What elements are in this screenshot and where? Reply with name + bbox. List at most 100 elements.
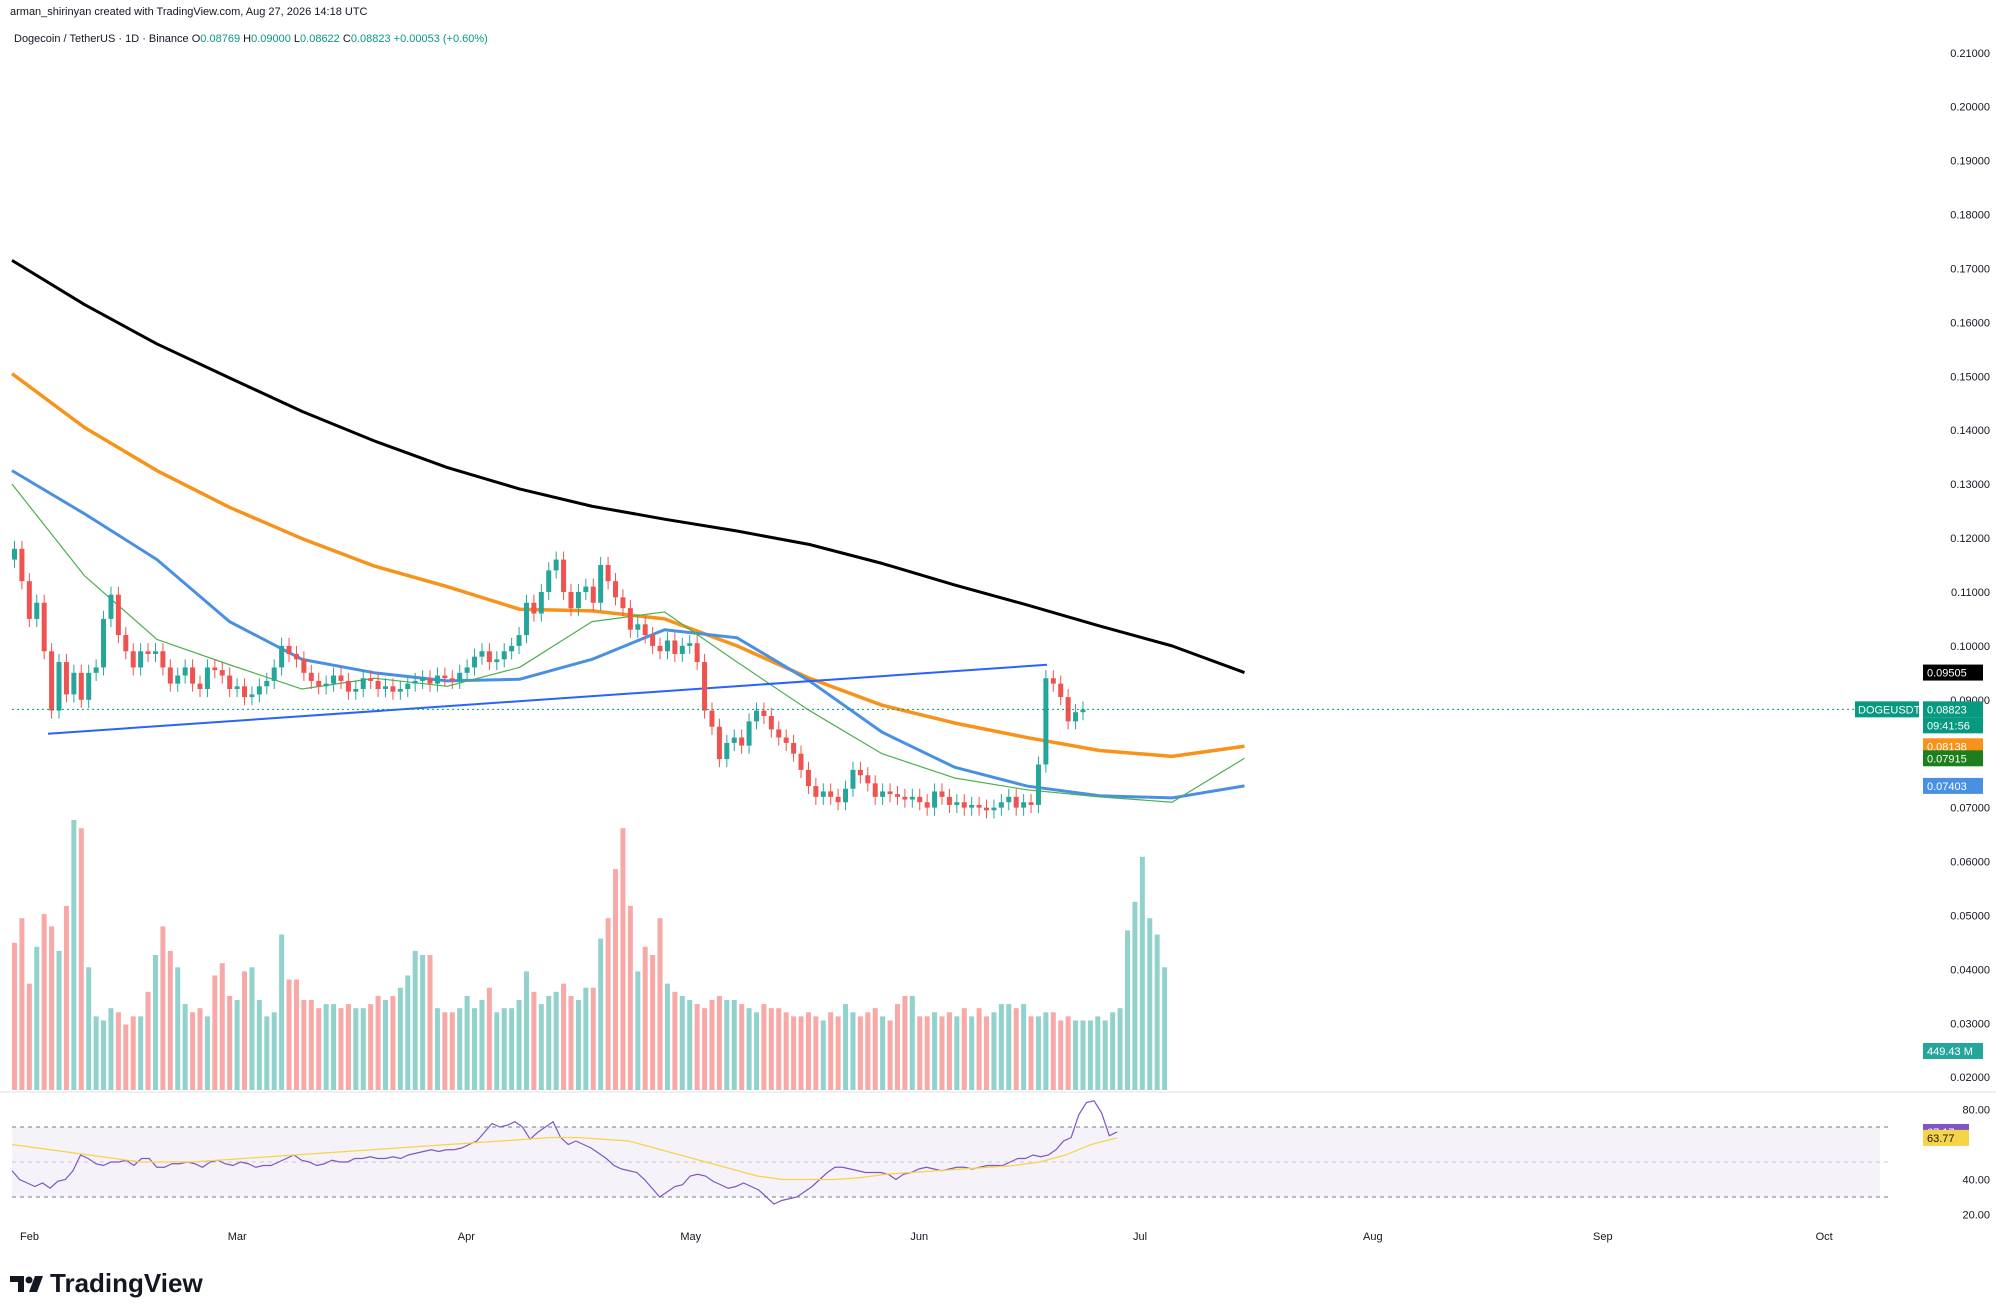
candle xyxy=(924,802,930,808)
candle xyxy=(301,659,307,673)
price-label xyxy=(1923,738,1983,755)
volume-bar xyxy=(375,995,381,1090)
volume-bar xyxy=(568,995,574,1090)
candle xyxy=(160,651,166,668)
candle xyxy=(976,804,982,808)
volume-bar xyxy=(553,991,559,1090)
candle xyxy=(360,678,366,690)
candle xyxy=(353,689,359,692)
volume-label xyxy=(1923,1043,1983,1059)
candle xyxy=(286,645,292,654)
volume-bar xyxy=(776,1008,782,1090)
candle xyxy=(152,651,158,654)
volume-bar xyxy=(138,1016,144,1090)
price-chart[interactable]: 0.21000 0.20000 0.19000 0.18000 0.17000 0.160… xyxy=(0,0,1996,1260)
candle xyxy=(650,635,656,646)
candle xyxy=(568,591,574,609)
volume-bar xyxy=(798,1016,804,1090)
volume-bar xyxy=(353,1008,359,1090)
candle xyxy=(412,680,418,684)
candle xyxy=(101,618,107,668)
tradingview-logo-icon xyxy=(10,1275,43,1292)
volume-bar xyxy=(1006,1004,1012,1090)
volume-bar xyxy=(78,828,84,1090)
price-tick-label: 0.11000 xyxy=(1951,587,1990,599)
candle xyxy=(509,645,515,652)
volume-bar xyxy=(1095,1016,1101,1090)
volume-bar xyxy=(598,938,604,1090)
ma50-line xyxy=(11,469,1245,800)
candle xyxy=(946,796,952,805)
tradingview-logo[interactable]: TradingView xyxy=(10,1268,203,1299)
candle xyxy=(86,672,92,700)
symbol-tag-text: DOGEUSDT xyxy=(1858,704,1921,716)
candle xyxy=(538,591,544,614)
rsi-label-text: 63.77 xyxy=(1927,1133,1955,1145)
rsi-line xyxy=(11,1100,1118,1205)
candle xyxy=(820,791,826,797)
volume-bar xyxy=(828,1012,834,1090)
candle xyxy=(739,737,745,746)
candle xyxy=(1006,796,1012,803)
candle xyxy=(694,643,700,663)
candle xyxy=(857,769,863,776)
volume-bar xyxy=(650,955,656,1090)
candle xyxy=(672,640,678,654)
candle xyxy=(345,680,351,692)
candle xyxy=(338,675,344,681)
volume-bar xyxy=(368,1004,374,1090)
volume-bar xyxy=(709,1000,715,1090)
candle xyxy=(182,667,188,676)
candle xyxy=(768,715,774,730)
price-tick-label: 0.02000 xyxy=(1950,1072,1990,1084)
volume-bar xyxy=(1065,1016,1071,1090)
volume-bar xyxy=(850,1012,856,1090)
candle xyxy=(590,586,596,603)
candle xyxy=(501,651,507,660)
trendline[interactable] xyxy=(47,663,1048,735)
symbol-tag xyxy=(1855,701,1919,718)
price-tick-label: 0.15000 xyxy=(1950,371,1990,383)
volume-label-text: 449.43 M xyxy=(1927,1046,1973,1058)
candle xyxy=(664,640,670,652)
volume-bar xyxy=(1080,1020,1086,1090)
volume-bar xyxy=(204,1016,210,1090)
volume-bar xyxy=(627,905,633,1090)
candle xyxy=(442,675,448,679)
high-value: 0.09000 xyxy=(251,33,291,45)
candle xyxy=(880,791,886,797)
volume-bar xyxy=(946,1012,952,1090)
candle xyxy=(368,678,374,681)
symbol-name[interactable]: Dogecoin / TetherUS · 1D · Binance xyxy=(14,33,189,45)
price-tick-label: 0.03000 xyxy=(1950,1018,1990,1030)
candle xyxy=(457,672,463,681)
volume-bar xyxy=(1139,856,1145,1090)
volume-bar xyxy=(293,979,299,1090)
ma200-line xyxy=(11,259,1246,674)
candle xyxy=(613,581,619,598)
candle xyxy=(93,667,99,673)
volume-bar xyxy=(857,1016,863,1090)
candle xyxy=(635,624,641,630)
volume-bar xyxy=(264,1016,270,1090)
volume-bar xyxy=(49,926,55,1090)
price-label-text: 0.09505 xyxy=(1927,668,1967,680)
candle xyxy=(293,653,299,660)
volume-bar xyxy=(115,1012,121,1090)
volume-bar xyxy=(1125,930,1130,1090)
candle xyxy=(108,594,114,619)
volume-bar xyxy=(969,1016,975,1090)
volume-bar xyxy=(865,1012,871,1090)
candle xyxy=(78,672,84,700)
change-value: +0.00053 (+0.60%) xyxy=(393,33,488,45)
volume-bar xyxy=(63,905,69,1090)
volume-bar xyxy=(449,1012,455,1090)
candle xyxy=(197,683,203,690)
candle xyxy=(34,602,40,619)
rsi-tick-label: 40.00 xyxy=(1962,1175,1990,1187)
volume-bar xyxy=(1043,1012,1049,1090)
volume-bar xyxy=(412,950,418,1090)
candle xyxy=(12,548,17,560)
candle xyxy=(383,686,388,690)
volume-bar xyxy=(835,1016,841,1090)
